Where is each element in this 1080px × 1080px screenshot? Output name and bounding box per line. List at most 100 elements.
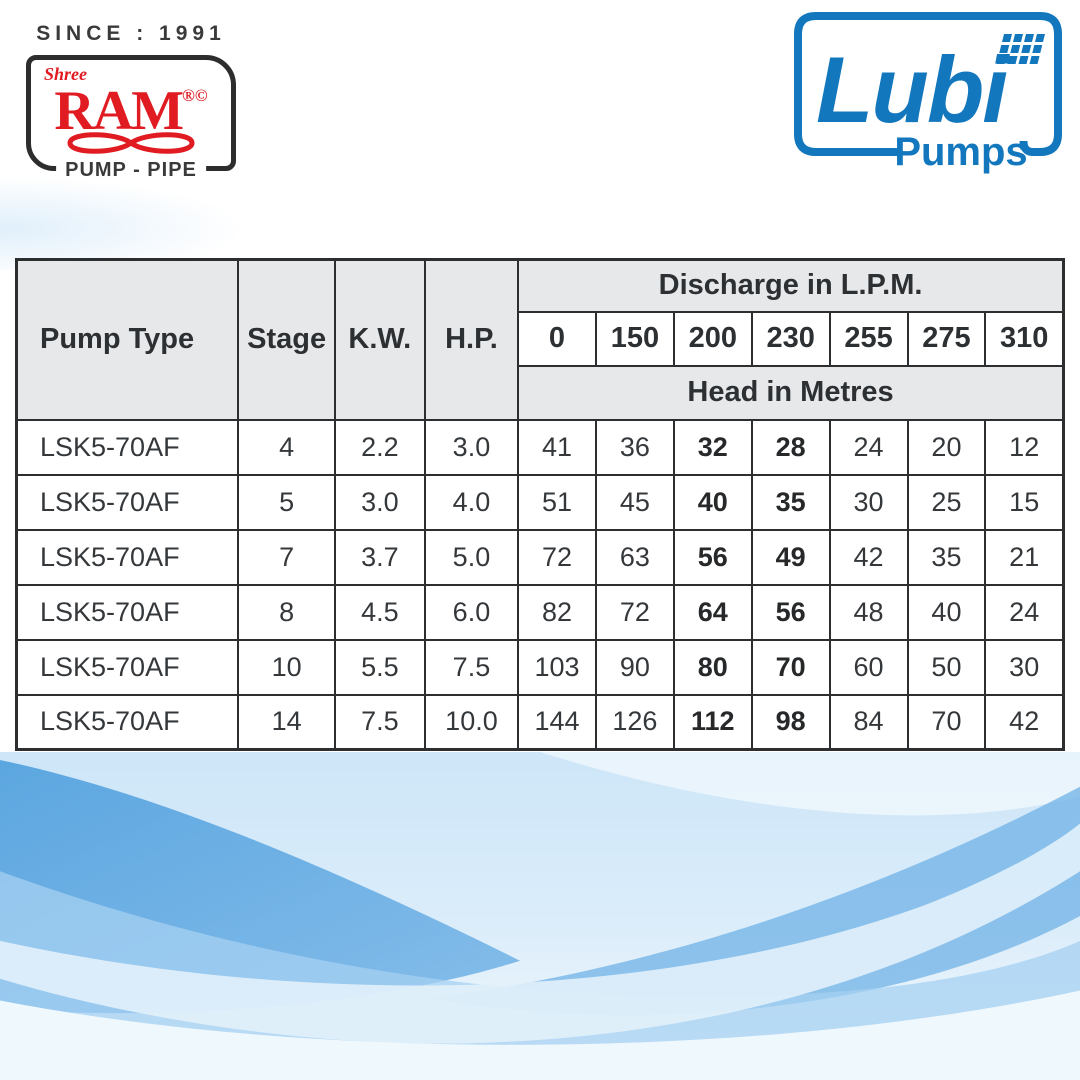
cell-head: 24 (984, 583, 1065, 641)
cell-pump-type: LSK5-70AF (15, 418, 240, 476)
cell-head: 49 (750, 528, 831, 586)
cell-head: 82 (517, 583, 597, 641)
cell-head: 56 (672, 528, 753, 586)
table-row: LSK5-70AF 5 3.0 4.0 51 45 40 35 30 25 15 (15, 473, 1065, 531)
discharge-value: 255 (828, 310, 909, 367)
col-header-kw: K.W. (333, 258, 426, 421)
table-row: LSK5-70AF 4 2.2 3.0 41 36 32 28 24 20 12 (15, 418, 1065, 476)
discharge-value: 0 (517, 310, 597, 367)
table-row: LSK5-70AF 8 4.5 6.0 82 72 64 56 48 40 24 (15, 583, 1065, 641)
wave-background (0, 752, 1080, 1080)
cell-hp: 7.5 (423, 638, 520, 696)
cell-head: 51 (517, 473, 597, 531)
ram-wordmark: RAM®© (31, 68, 231, 139)
cell-pump-type: LSK5-70AF (15, 583, 240, 641)
discharge-value: 230 (750, 310, 831, 367)
cell-head: 112 (672, 693, 753, 751)
lubi-pumps-logo: Lubi Pumps (792, 10, 1064, 185)
lubi-logo-frame (794, 12, 1062, 156)
discharge-value: 150 (594, 310, 675, 367)
cell-head: 36 (594, 418, 675, 476)
header-row-discharge: Pump Type Stage K.W. H.P. Discharge in L… (15, 258, 1065, 421)
cell-head: 72 (594, 583, 675, 641)
cell-head: 42 (984, 693, 1065, 751)
pump-spec-table: Pump Type Stage K.W. H.P. Discharge in L… (15, 258, 1065, 751)
background-tint (0, 178, 240, 270)
cell-head: 64 (672, 583, 753, 641)
cell-head: 103 (517, 638, 597, 696)
cell-hp: 4.0 (423, 473, 520, 531)
lubi-wordmark: Lubi (816, 37, 1010, 142)
infinity-flourish-icon (67, 132, 195, 154)
cell-kw: 3.7 (333, 528, 426, 586)
cell-head: 30 (828, 473, 909, 531)
cell-head: 126 (594, 693, 675, 751)
col-header-pump-type: Pump Type (15, 258, 240, 421)
cell-head: 15 (984, 473, 1065, 531)
cell-head: 40 (906, 583, 987, 641)
cell-head: 32 (672, 418, 753, 476)
pump-pipe-tagline: PUMP - PIPE (56, 159, 206, 182)
discharge-value: 275 (906, 310, 987, 367)
col-header-stage: Stage (237, 258, 336, 421)
cell-head: 50 (906, 638, 987, 696)
cell-head: 84 (828, 693, 909, 751)
cell-kw: 2.2 (333, 418, 426, 476)
cell-head: 30 (984, 638, 1065, 696)
discharge-value: 310 (984, 310, 1065, 367)
cell-kw: 5.5 (333, 638, 426, 696)
cell-head: 144 (517, 693, 597, 751)
cell-head: 21 (984, 528, 1065, 586)
cell-head: 24 (828, 418, 909, 476)
cell-kw: 7.5 (333, 693, 426, 751)
header-row-discharge-values: 0 150 200 230 255 275 310 (17, 310, 1065, 367)
shree-ram-logo: SINCE : 1991 Shree RAM®© PUMP - PIPE (26, 22, 236, 182)
cell-head: 35 (750, 473, 831, 531)
cell-stage: 8 (237, 583, 336, 641)
cell-hp: 6.0 (423, 583, 520, 641)
cell-head: 70 (906, 693, 987, 751)
cell-stage: 7 (237, 528, 336, 586)
cell-head: 20 (906, 418, 987, 476)
cell-head: 63 (594, 528, 675, 586)
cell-pump-type: LSK5-70AF (15, 638, 240, 696)
cell-pump-type: LSK5-70AF (15, 693, 240, 751)
table-row: LSK5-70AF 14 7.5 10.0 144 126 112 98 84 … (15, 693, 1065, 751)
table-row: LSK5-70AF 10 5.5 7.5 103 90 80 70 60 50 … (15, 638, 1065, 696)
shree-label: Shree (44, 64, 88, 84)
cell-stage: 4 (237, 418, 336, 476)
cell-pump-type: LSK5-70AF (15, 473, 240, 531)
cell-head: 98 (750, 693, 831, 751)
cell-head: 41 (517, 418, 597, 476)
lubi-pumps-tagline: Pumps (894, 130, 1027, 174)
cell-hp: 10.0 (423, 693, 520, 751)
col-header-hp: H.P. (423, 258, 520, 421)
lubi-logo-graphic: Lubi Pumps (794, 12, 1062, 174)
cell-stage: 5 (237, 473, 336, 531)
trademark-marks: ®© (182, 86, 208, 105)
cell-pump-type: LSK5-70AF (15, 528, 240, 586)
cell-head: 45 (594, 473, 675, 531)
cell-kw: 4.5 (333, 583, 426, 641)
lubi-grid-icon (996, 34, 1045, 64)
table-row: LSK5-70AF 7 3.7 5.0 72 63 56 49 42 35 21 (15, 528, 1065, 586)
cell-head: 90 (594, 638, 675, 696)
cell-kw: 3.0 (333, 473, 426, 531)
cell-head: 48 (828, 583, 909, 641)
cell-head: 56 (750, 583, 831, 641)
since-1991-label: SINCE : 1991 (36, 22, 226, 45)
cell-head: 80 (672, 638, 753, 696)
cell-stage: 10 (237, 638, 336, 696)
cell-head: 28 (750, 418, 831, 476)
cell-head: 60 (828, 638, 909, 696)
cell-hp: 5.0 (423, 528, 520, 586)
col-header-head-metres: Head in Metres (517, 364, 1065, 421)
cell-hp: 3.0 (423, 418, 520, 476)
cell-head: 12 (984, 418, 1065, 476)
col-header-discharge: Discharge in L.P.M. (517, 258, 1065, 313)
ram-wordmark-text: RAM (54, 80, 184, 142)
cell-stage: 14 (237, 693, 336, 751)
discharge-value: 200 (672, 310, 753, 367)
cell-head: 25 (906, 473, 987, 531)
